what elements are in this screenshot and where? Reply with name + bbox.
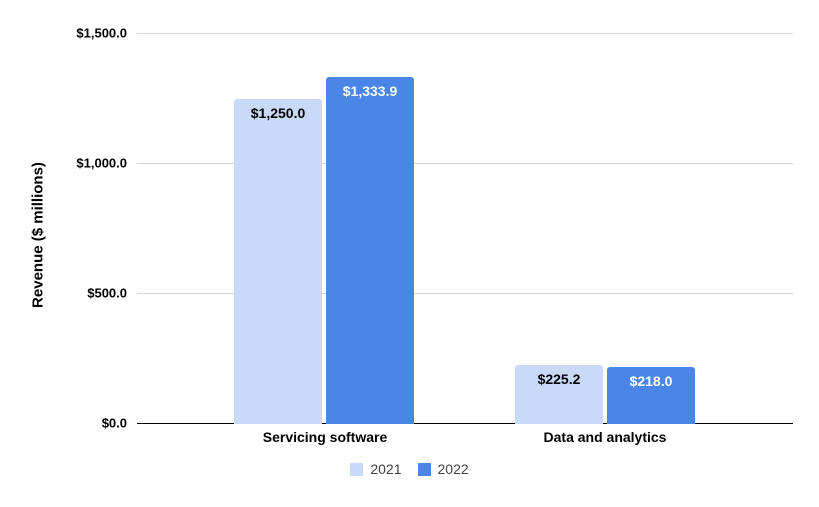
y-tick-label: $500.0 [87, 285, 127, 301]
legend-item-2022[interactable]: 2022 [417, 460, 469, 478]
legend-label-2021: 2021 [370, 461, 402, 477]
plot-area: $1,500.0 $1,000.0 $500.0 $0.0 $1,250.0 $… [76, 26, 793, 431]
bar-value-label: $1,250.0 [250, 105, 306, 121]
legend-item-2021[interactable]: 2021 [350, 460, 402, 478]
legend-swatch-2021 [350, 462, 364, 476]
legend-swatch-2022 [417, 462, 431, 476]
gridline [137, 33, 793, 34]
bar-2021-servicing-software[interactable]: $1,250.0 [234, 99, 322, 424]
y-tick-label: $1,000.0 [76, 155, 127, 171]
y-axis-title: Revenue ($ millions) [29, 162, 47, 308]
bar-value-label: $218.0 [629, 373, 673, 389]
y-tick-label: $0.0 [101, 415, 127, 431]
bar-value-label: $225.2 [537, 371, 581, 387]
x-category-label-servicing-software: Servicing software [262, 429, 388, 445]
bar-2022-servicing-software[interactable]: $1,333.9 [326, 77, 414, 424]
gridline [137, 163, 793, 164]
legend-label-2022: 2022 [437, 461, 469, 477]
x-category-label-data-and-analytics: Data and analytics [543, 429, 667, 445]
bar-2022-data-and-analytics[interactable]: $218.0 [607, 367, 695, 424]
bar-2021-data-and-analytics[interactable]: $225.2 [515, 365, 603, 424]
legend: 2021 2022 [0, 460, 819, 478]
x-axis-line [137, 422, 793, 424]
y-tick-label: $1,500.0 [76, 25, 127, 41]
bar-value-label: $1,333.9 [342, 83, 398, 99]
gridline [137, 293, 793, 294]
